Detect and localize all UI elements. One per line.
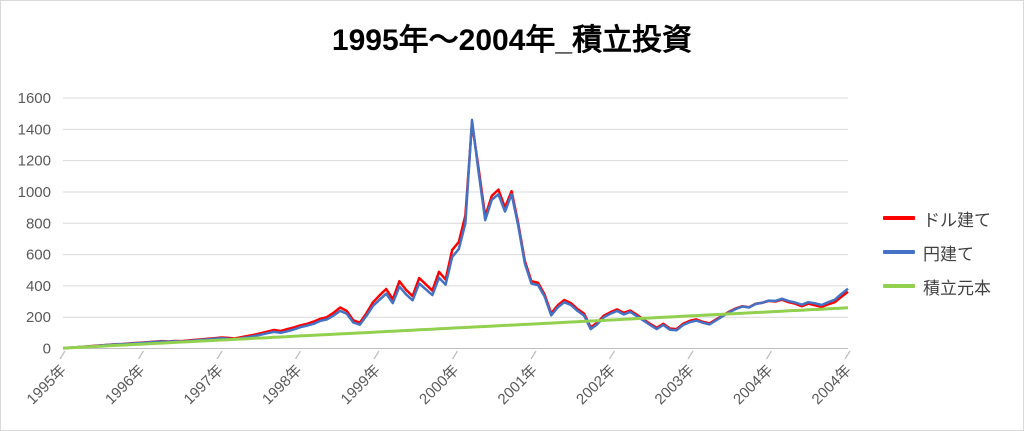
legend-item-principal: 積立元本 <box>883 275 991 298</box>
chart-legend: ドル建て 円建て 積立元本 <box>883 207 991 298</box>
x-axis-tick-label: 2003年 <box>652 362 698 408</box>
chart-title: 1995年〜2004年_積立投資 <box>331 24 693 57</box>
x-axis-tick <box>844 350 851 360</box>
x-axis-tick <box>608 350 616 360</box>
legend-item-dollar: ドル建て <box>883 207 991 230</box>
y-axis-tick-label: 200 <box>26 309 51 326</box>
x-axis-tick-label: 2000年 <box>416 362 462 408</box>
y-axis-tick-label: 1600 <box>18 90 51 107</box>
legend-label-principal: 積立元本 <box>923 278 991 298</box>
y-axis-tick-label: 1000 <box>18 184 51 201</box>
x-axis-tick-label: 1999年 <box>338 362 384 408</box>
y-axis-tick-label: 1400 <box>18 121 51 138</box>
x-axis-tick <box>59 350 66 360</box>
x-axis-tick <box>451 350 459 360</box>
legend-swatch-principal-line <box>883 284 915 288</box>
series-line-principal <box>62 306 849 350</box>
x-axis-tick <box>137 350 145 360</box>
x-axis-tick <box>530 350 537 360</box>
x-axis-tick <box>373 350 380 360</box>
y-axis-tick-label: 600 <box>26 247 51 264</box>
x-axis-tick-label: 1996年 <box>102 362 148 408</box>
x-axis-tick-label: 2004年 <box>809 362 855 408</box>
y-axis-tick-label: 1200 <box>18 153 51 170</box>
x-axis-tick <box>687 350 694 360</box>
x-axis-tick-label: 1997年 <box>181 362 227 408</box>
legend-swatch-dollar-line <box>883 216 915 220</box>
legend-label-yen: 円建て <box>923 244 974 264</box>
legend-swatch-yen-line <box>883 250 915 254</box>
legend-label-dollar: ドル建て <box>923 210 991 230</box>
legend-item-yen: 円建て <box>883 241 991 264</box>
x-axis-tick-label: 1998年 <box>259 362 305 408</box>
y-axis-tick-label: 0 <box>43 341 51 358</box>
x-axis-tick <box>216 350 223 360</box>
x-axis-tick <box>765 350 773 360</box>
x-axis-tick <box>294 350 302 360</box>
y-axis-tick-label: 800 <box>26 215 51 232</box>
x-axis-tick-label: 1995年 <box>24 362 70 408</box>
x-axis-tick-label: 2002年 <box>573 362 619 408</box>
x-axis-tick-label: 2001年 <box>495 362 541 408</box>
y-axis-tick-label: 400 <box>26 278 51 295</box>
x-axis-tick-label: 2004年 <box>730 362 776 408</box>
